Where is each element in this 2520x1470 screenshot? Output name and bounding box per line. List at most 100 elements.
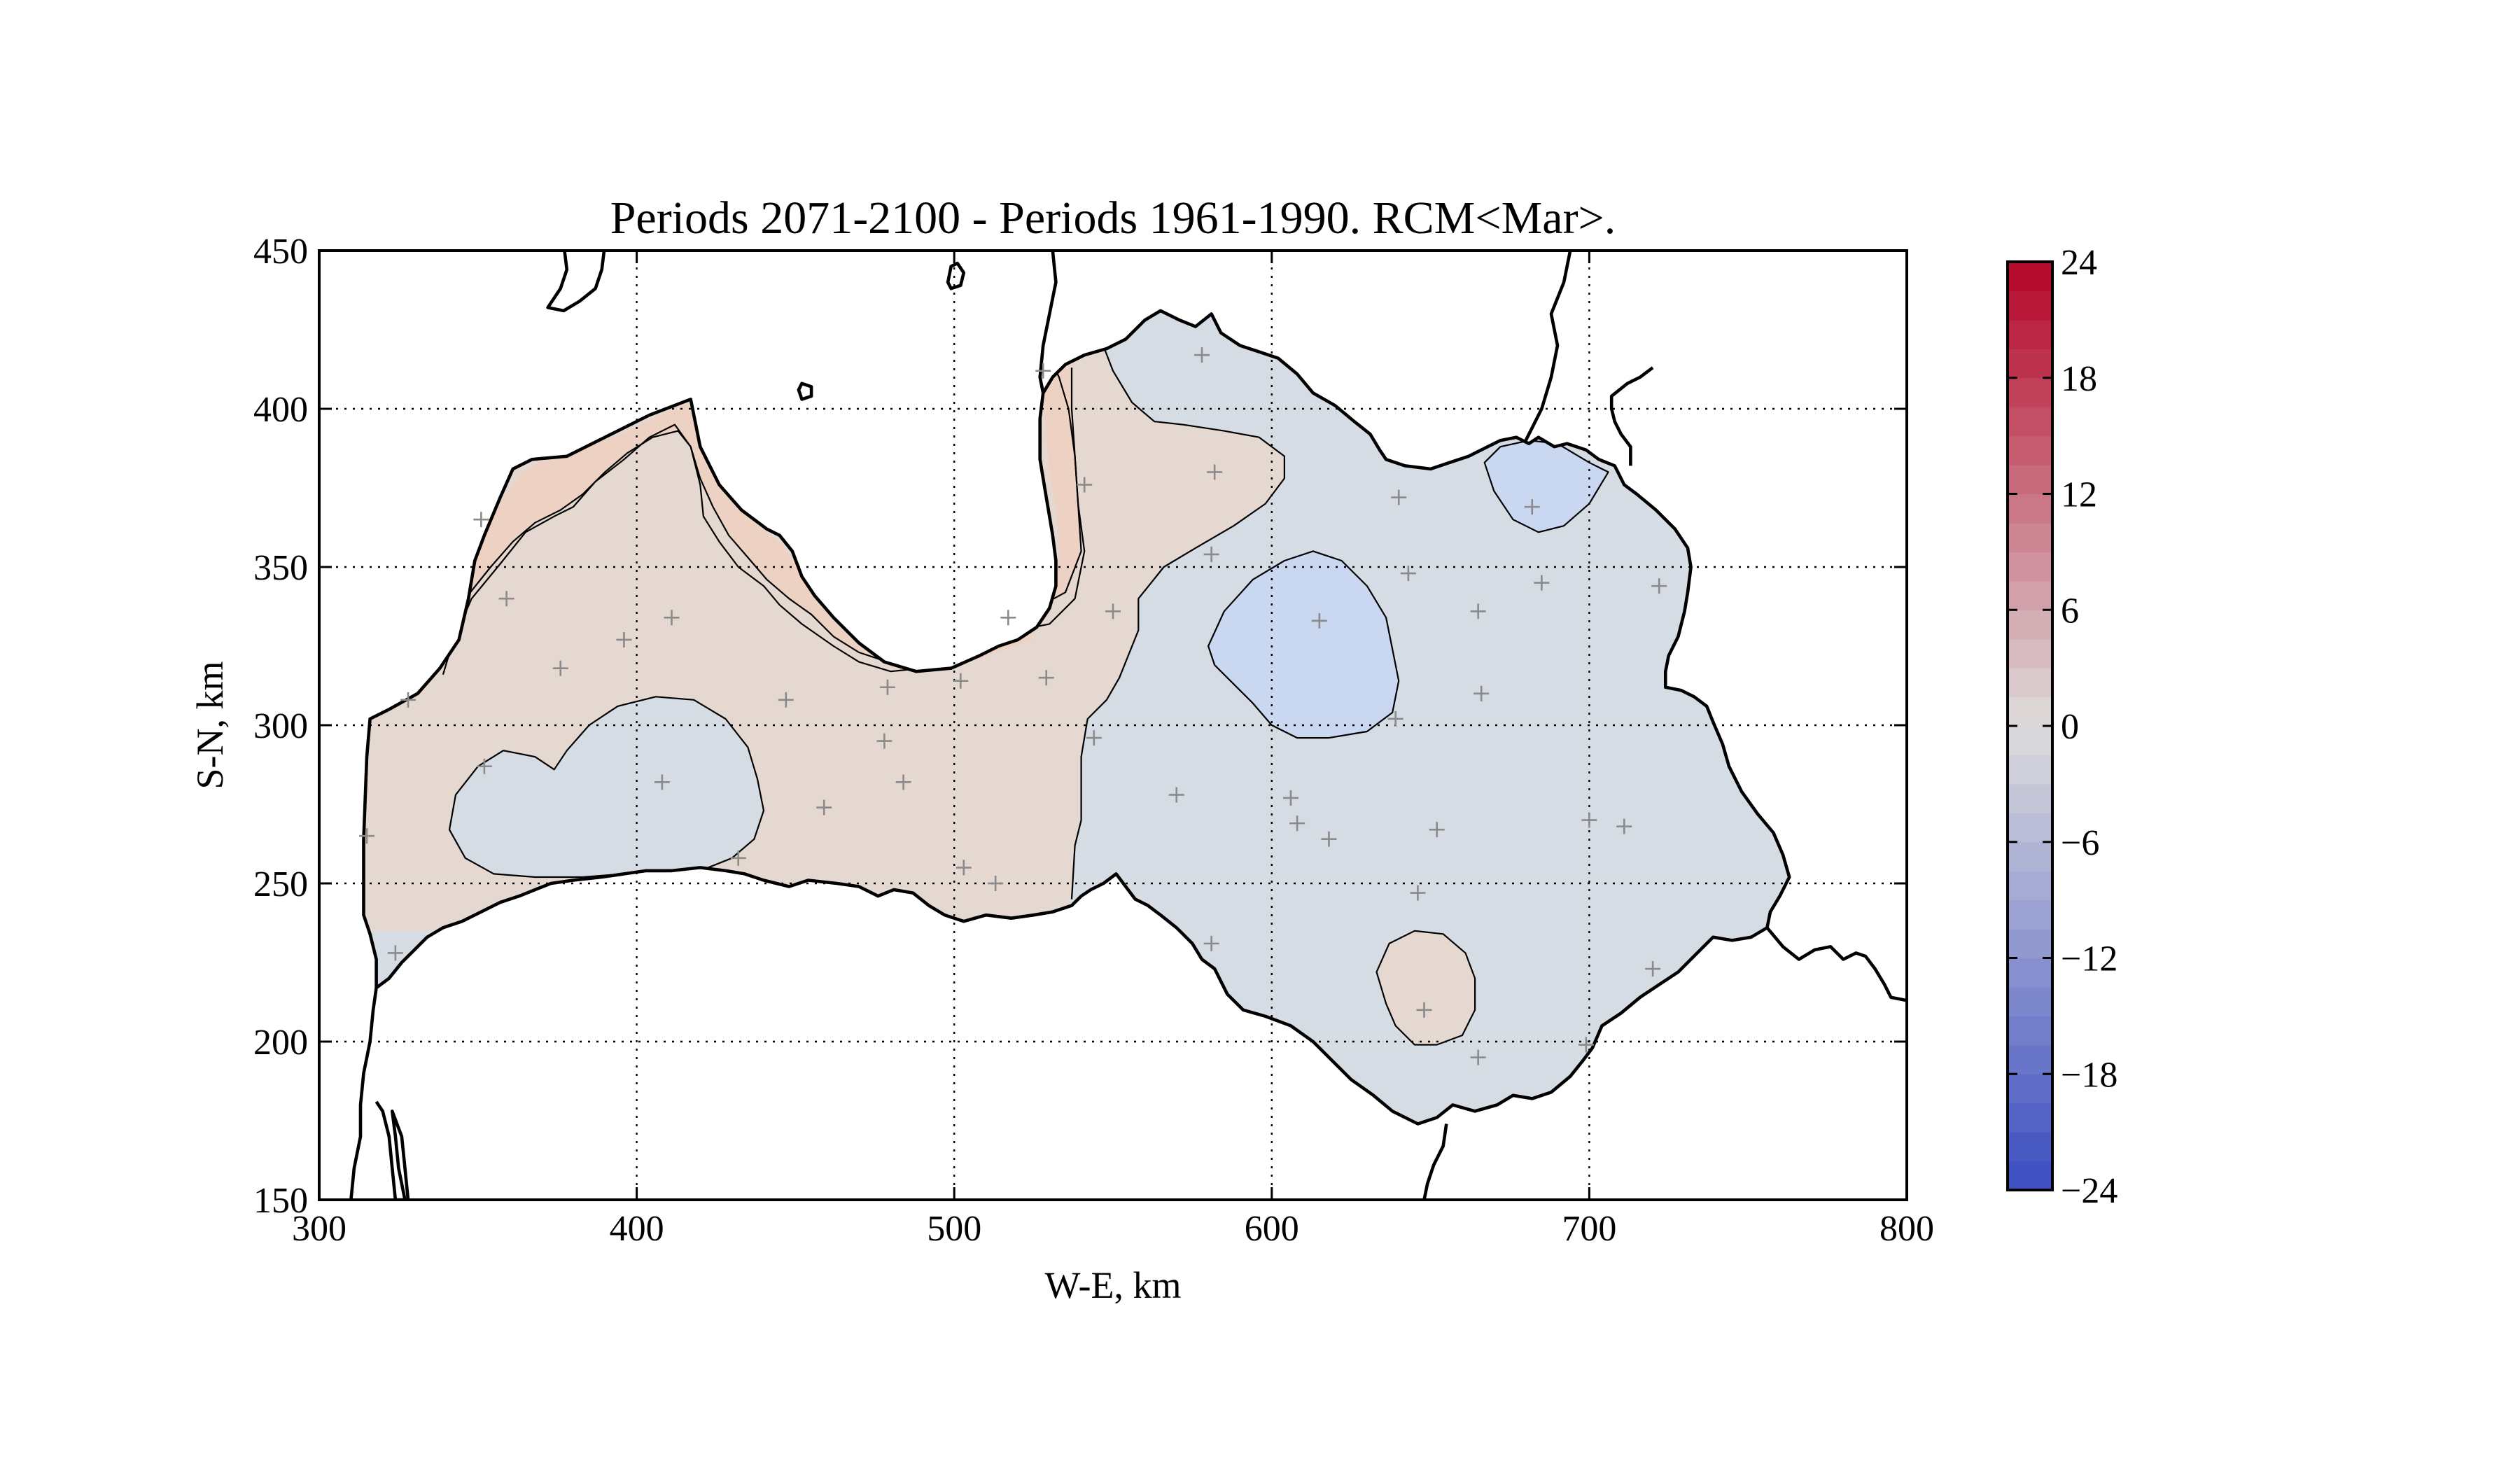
colorbar-segment: [2008, 929, 2052, 959]
colorbar: [2006, 260, 2054, 1191]
station-marker: [988, 876, 1004, 891]
colorbar-segment: [2008, 1132, 2052, 1162]
chart-title: Periods 2071-2100 - Periods 1961-1990. R…: [610, 192, 1616, 244]
lithuania-belarus-border: [1765, 926, 1907, 1002]
station-marker: [1203, 935, 1219, 951]
map-area: [319, 251, 1907, 1200]
station-marker: [1035, 363, 1051, 379]
colorbar-segment: [2008, 986, 2052, 1016]
zero-isoline-southwest: [448, 696, 765, 878]
lithuania-border-south: [349, 987, 378, 1200]
station-marker: [1311, 612, 1327, 629]
station-marker: [879, 679, 895, 695]
station-marker: [1387, 710, 1404, 727]
colorbar-segment: [2008, 871, 2052, 901]
station-marker: [552, 660, 568, 676]
colorbar-segment: [2008, 465, 2052, 495]
colorbar-segment: [2008, 349, 2052, 379]
y-tick-label: 150: [253, 1181, 308, 1221]
colorbar-segment: [2008, 522, 2052, 552]
x-tick-label: 600: [1245, 1209, 1299, 1249]
station-marker: [498, 591, 514, 607]
colorbar-segment: [2008, 377, 2052, 407]
station-marker: [654, 774, 670, 790]
colorbar-segment: [2008, 1161, 2052, 1191]
colorbar-segment: [2008, 407, 2052, 437]
station-marker: [1289, 816, 1306, 832]
station-marker: [387, 945, 403, 961]
estonia-russia-border: [1524, 251, 1572, 442]
colorbar-tick-label: 24: [2061, 243, 2097, 283]
positive-0-3-field-south: [1376, 930, 1476, 1045]
x-tick-labels: 300 400 500 600 700 800: [292, 1209, 1934, 1249]
positive-3-6-field-coast: [465, 368, 1082, 668]
colorbar-segment: [2008, 1044, 2052, 1074]
axis-ticks: [318, 249, 1908, 1201]
station-marker: [1283, 790, 1299, 806]
station-marker: [616, 631, 632, 648]
station-marker: [1321, 831, 1337, 847]
station-marker: [1000, 610, 1016, 626]
colorbar-segment: [2008, 899, 2052, 930]
y-tick-label: 250: [253, 864, 308, 904]
station-marker: [1105, 603, 1121, 620]
station-marker: [1534, 575, 1550, 591]
station-marker: [1470, 603, 1486, 620]
small-island-ruhnu: [797, 382, 813, 401]
colorbar-tick-label: −6: [2061, 823, 2099, 863]
x-tick-label: 400: [610, 1209, 664, 1249]
x-tick-label: 300: [292, 1209, 346, 1249]
station-marker: [1038, 670, 1054, 686]
station-marker: [1429, 822, 1445, 838]
station-marker: [1400, 566, 1416, 582]
colorbar-tick-label: −24: [2061, 1171, 2118, 1211]
colorbar-segment: [2008, 435, 2052, 465]
colorbar-segment: [2008, 668, 2052, 698]
colorbar-segment: [2008, 1074, 2052, 1104]
station-marker: [895, 774, 911, 790]
station-marker: [876, 733, 892, 749]
x-tick-label: 500: [927, 1209, 981, 1249]
colorbar-segment: [2008, 580, 2052, 610]
colorbar-segment: [2008, 958, 2052, 988]
y-tick-label: 350: [253, 548, 308, 588]
y-tick-label: 300: [253, 706, 308, 746]
colorbar-segment: [2008, 638, 2052, 668]
colorbar-tick-label: 12: [2061, 475, 2097, 515]
station-marker: [1470, 1049, 1486, 1065]
colorbar-segment: [2008, 696, 2052, 727]
station-marker: [1578, 1037, 1594, 1053]
y-tick-labels: 150 200 250 300 350 400 450: [253, 232, 308, 1221]
three-isoline-central: [1208, 550, 1400, 739]
station-marker: [1581, 812, 1597, 828]
colorbar-segment: [2008, 552, 2052, 582]
station-marker: [816, 799, 832, 816]
y-tick-label: 450: [253, 232, 308, 272]
colorbar-segment: [2008, 262, 2052, 292]
station-marker: [953, 673, 969, 689]
colorbar-tick-label: 6: [2061, 591, 2079, 631]
station-marker: [1077, 477, 1093, 493]
colorbar-segment: [2008, 726, 2052, 756]
small-island-north: [946, 261, 966, 290]
station-marker: [1651, 578, 1667, 594]
station-marker: [1086, 730, 1102, 746]
colorbar-segment: [2008, 319, 2052, 349]
colorbar-tick-label: −18: [2061, 1055, 2118, 1095]
colorbar-tick-label: 0: [2061, 707, 2079, 747]
negative-3-6-field-northeast: [1484, 440, 1609, 533]
estonia-north-border: [1609, 366, 1654, 466]
colorbar-segment: [2008, 755, 2052, 785]
gulf-of-riga-east-coast: [1038, 251, 1058, 393]
x-tick-label: 800: [1879, 1209, 1934, 1249]
colorbar-segment: [2008, 1102, 2052, 1133]
colorbar-tick-label: −12: [2061, 939, 2118, 979]
latvia-border: [362, 309, 1791, 1126]
zero-isoline-east: [1070, 310, 1285, 899]
station-marker: [359, 828, 375, 844]
station-marker: [955, 860, 972, 876]
station-marker: [1410, 885, 1426, 901]
x-axis-label: W-E, km: [1045, 1264, 1182, 1306]
station-marker: [1524, 499, 1540, 515]
